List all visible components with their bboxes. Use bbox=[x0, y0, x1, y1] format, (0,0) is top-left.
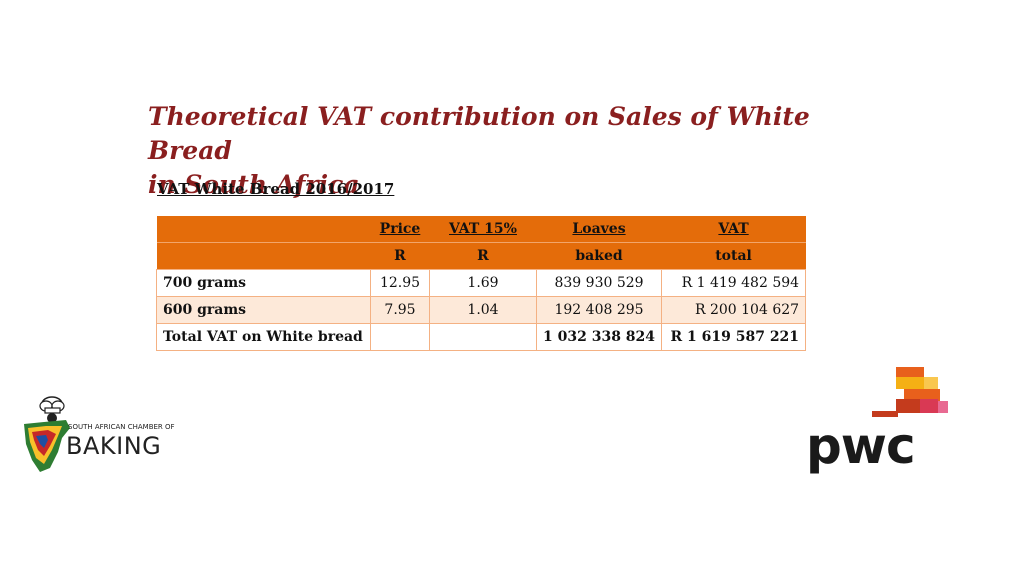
row-label: 600 grams bbox=[156, 296, 371, 324]
header-price-unit: R bbox=[370, 242, 430, 270]
title-line-2: in South Africa bbox=[148, 170, 360, 199]
title-line-1: Theoretical VAT contribution on Sales of… bbox=[148, 102, 810, 165]
header-vat-total: VAT bbox=[661, 216, 806, 243]
pwc-wordmark: pwc bbox=[806, 417, 916, 475]
header-cell bbox=[156, 242, 371, 270]
baking-logo-wordmark: BAKING bbox=[66, 432, 162, 460]
table-subtitle: VAT White Bread 2016/2017 bbox=[157, 180, 395, 198]
pwc-blocks-icon bbox=[872, 367, 948, 417]
vat-cell bbox=[429, 323, 537, 351]
header-price: Price bbox=[370, 216, 430, 243]
price-cell: 12.95 bbox=[370, 269, 430, 297]
vat-cell: 1.69 bbox=[429, 269, 537, 297]
header-cell bbox=[156, 216, 371, 243]
total-cell: R 1 419 482 594 bbox=[661, 269, 807, 297]
price-cell: 7.95 bbox=[370, 296, 430, 324]
row-label: 700 grams bbox=[156, 269, 371, 297]
header-row-1: Price VAT 15% Loaves VAT bbox=[156, 216, 806, 243]
baking-logo-caption: SOUTH AFRICAN CHAMBER OF bbox=[68, 423, 175, 431]
header-loaves-sub: baked bbox=[536, 242, 662, 270]
row-label: Total VAT on White bread bbox=[156, 323, 371, 351]
price-cell bbox=[370, 323, 430, 351]
chef-map-icon bbox=[24, 396, 70, 472]
total-cell: R 200 104 627 bbox=[661, 296, 807, 324]
header-vat-rate: VAT 15% bbox=[429, 216, 537, 243]
pwc-logo: pwc bbox=[800, 365, 950, 480]
table-row-total: Total VAT on White bread 1 032 338 824 R… bbox=[156, 323, 807, 351]
table-row: 700 grams 12.95 1.69 839 930 529 R 1 419… bbox=[156, 269, 807, 297]
total-cell: R 1 619 587 221 bbox=[661, 323, 807, 351]
loaves-cell: 192 408 295 bbox=[535, 296, 663, 324]
loaves-cell: 839 930 529 bbox=[535, 269, 663, 297]
header-loaves: Loaves bbox=[536, 216, 662, 243]
loaves-cell: 1 032 338 824 bbox=[535, 323, 663, 351]
baking-chamber-logo: SOUTH AFRICAN CHAMBER OF BAKING bbox=[18, 394, 178, 478]
table-row: 600 grams 7.95 1.04 192 408 295 R 200 10… bbox=[156, 296, 807, 324]
header-vat-unit: R bbox=[429, 242, 537, 270]
slide-title: Theoretical VAT contribution on Sales of… bbox=[148, 100, 848, 202]
header-total-sub: total bbox=[661, 242, 806, 270]
vat-table: Price VAT 15% Loaves VAT R R baked total… bbox=[156, 216, 807, 351]
vat-cell: 1.04 bbox=[429, 296, 537, 324]
header-row-2: R R baked total bbox=[156, 242, 806, 270]
